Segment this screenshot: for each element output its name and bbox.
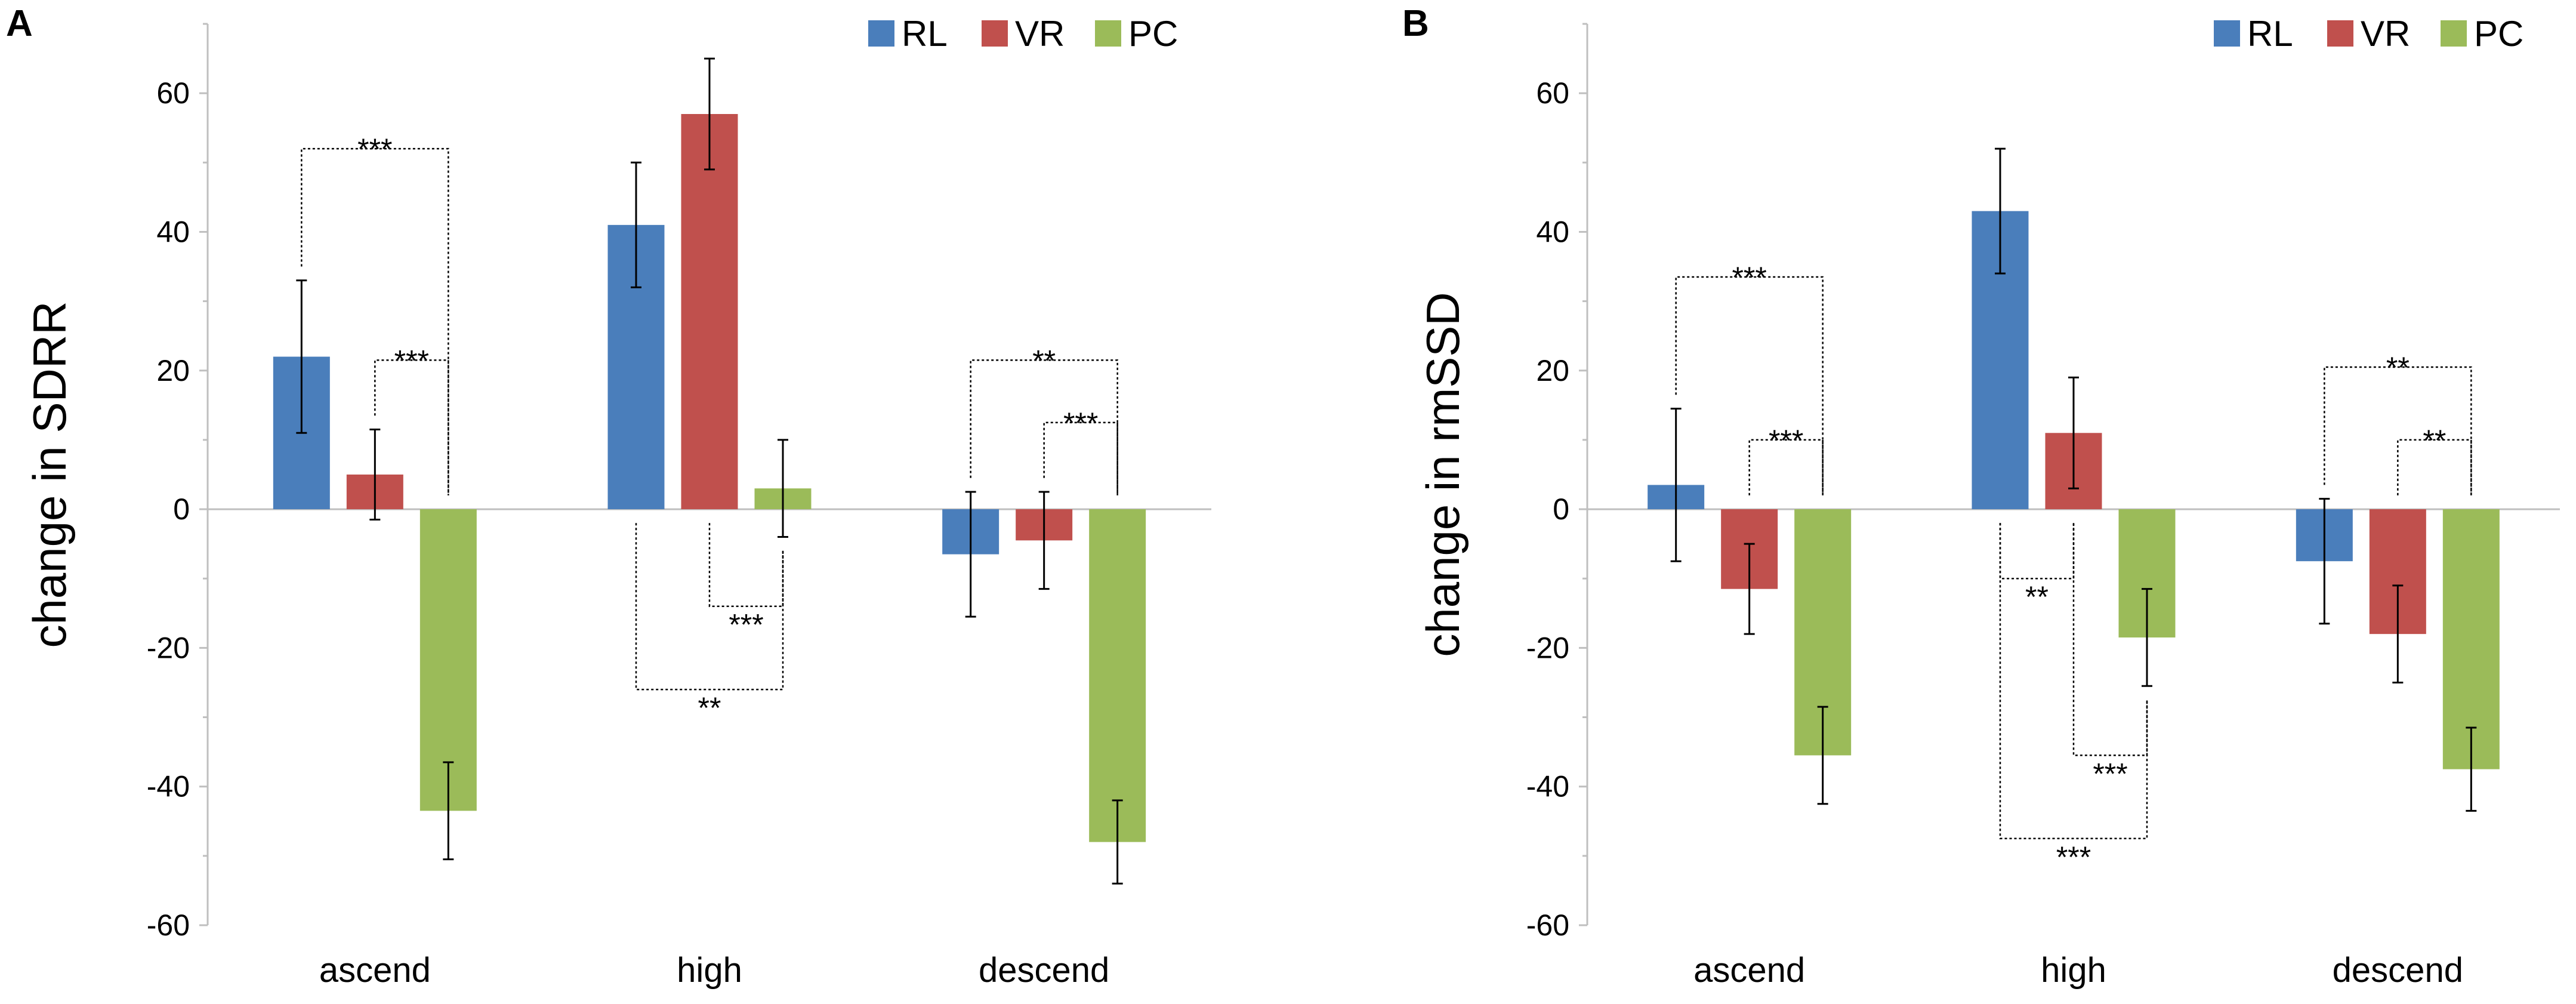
significance-bracket [2324,366,2472,495]
y-tick-label: -40 [1526,770,1569,803]
significance-bracket [708,523,784,607]
legend-swatch-vr [2327,20,2353,47]
legend-swatch-pc [2441,20,2467,47]
bar-vr [681,114,738,510]
y-tick-label: 60 [1536,76,1569,110]
y-tick-label: 40 [156,215,190,248]
y-tick-label: 20 [156,354,190,387]
y-tick-label: 0 [1553,492,1569,526]
y-tick-label: -40 [147,770,190,803]
x-category-label: ascend [319,951,431,990]
y-tick-label: 60 [156,76,190,110]
significance-bracket [1043,421,1118,495]
y-tick-label: -20 [147,631,190,664]
legend-label-rl: RL [2247,14,2293,54]
significance-bracket [374,359,449,495]
y-tick-label: -20 [1526,631,1569,664]
significance-label: *** [2056,840,2091,874]
significance-bracket [970,359,1118,495]
significance-label: *** [357,133,392,166]
y-tick-label: 40 [1536,215,1569,248]
x-category-label: descend [979,951,1109,990]
significance-label: *** [1769,424,1803,457]
y-tick-label: -60 [147,908,190,942]
legend-label-vr: VR [2361,14,2410,54]
x-category-label: high [2041,951,2106,990]
bar-pc [1089,509,1146,842]
legend-label-rl: RL [902,14,948,54]
y-axis-label: change in SDRR [23,301,76,648]
significance-bracket [1999,523,2075,580]
legend-label-pc: PC [2474,14,2523,54]
significance-bracket [1999,523,2148,840]
y-tick-label: 20 [1536,354,1569,387]
significance-bracket [1675,276,1824,495]
significance-bracket [2397,439,2472,495]
significance-label: ** [1032,344,1056,377]
significance-label: ** [2386,351,2410,384]
significance-label: *** [729,608,763,642]
significance-label: ** [2025,580,2049,614]
significance-bracket [635,523,784,691]
legend-swatch-pc [1095,20,1121,47]
significance-label: ** [698,691,721,725]
y-tick-label: -60 [1526,908,1569,942]
legend-swatch-rl [868,20,894,47]
significance-label: *** [2093,757,2127,790]
significance-label: *** [1732,261,1766,294]
chart-panel-a: A -60 -40 -20 0 20 40 60 change in SDRR ascend hig… [6,3,1211,990]
panel-label: B [1402,3,1429,44]
significance-bracket [2072,523,2148,756]
y-axis-label: change in rmSSD [1417,292,1469,657]
legend-label-pc: PC [1128,14,1178,54]
bar-pc [2442,509,2500,769]
significance-bracket [1748,439,1824,495]
x-category-label: ascend [1693,951,1805,990]
significance-bracket [301,147,449,495]
bar-pc [419,509,477,811]
y-tick-label: 0 [173,492,190,526]
legend-swatch-rl [2214,20,2240,47]
chart-panel-b: B -60 -40 -20 0 20 40 60 change in rmSSD ascend hi… [1402,3,2560,990]
legend-label-vr: VR [1015,14,1065,54]
significance-label: *** [394,344,429,377]
significance-label: ** [2423,424,2446,457]
x-category-label: high [677,951,742,990]
panel-label: A [6,3,33,44]
significance-label: *** [1063,406,1098,440]
x-category-label: descend [2333,951,2463,990]
legend-swatch-vr [982,20,1008,47]
